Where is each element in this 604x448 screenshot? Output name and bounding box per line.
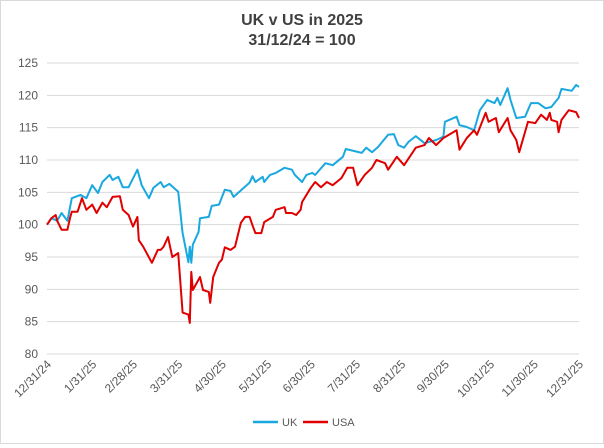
x-tick-label: 8/31/25 xyxy=(370,357,408,395)
y-tick-label: 105 xyxy=(18,185,38,199)
x-tick-label: 1/31/25 xyxy=(61,357,99,395)
chart-subtitle: 31/12/24 = 100 xyxy=(248,32,355,49)
x-tick-label: 11/30/25 xyxy=(499,357,542,400)
y-axis-ticks: 80 85 90 95 100 105 110 115 120 125 xyxy=(18,56,38,361)
legend: UK USA xyxy=(253,417,355,429)
x-tick-label: 5/31/25 xyxy=(236,357,274,395)
legend-label-uk: UK xyxy=(282,417,298,429)
x-tick-label: 2/28/25 xyxy=(102,357,140,395)
y-tick-label: 80 xyxy=(25,347,39,361)
x-tick-label: 9/30/25 xyxy=(414,357,452,395)
y-tick-label: 115 xyxy=(19,121,38,135)
chart-title: UK v US in 2025 xyxy=(241,12,363,29)
x-tick-label: 3/31/25 xyxy=(147,357,185,395)
y-tick-label: 90 xyxy=(25,282,39,296)
x-tick-label: 4/30/25 xyxy=(191,357,229,395)
y-tick-label: 100 xyxy=(18,218,38,232)
x-tick-label: 12/31/24 xyxy=(11,357,54,400)
y-tick-label: 125 xyxy=(18,56,38,70)
series-lines xyxy=(46,84,580,324)
x-axis-ticks: 12/31/24 1/31/25 2/28/25 3/31/25 4/30/25 5/31… xyxy=(11,357,586,400)
x-tick-label: 12/31/25 xyxy=(543,357,586,400)
y-tick-label: 85 xyxy=(25,315,39,329)
y-tick-label: 95 xyxy=(25,250,39,264)
gridlines xyxy=(47,62,579,355)
x-tick-label: 6/30/25 xyxy=(280,357,318,395)
series-line-usa xyxy=(46,109,580,324)
x-tick-label: 10/31/25 xyxy=(454,357,497,400)
y-tick-label: 120 xyxy=(18,88,38,102)
x-tick-label: 7/31/25 xyxy=(325,357,363,395)
series-line-uk xyxy=(46,84,580,264)
y-tick-label: 110 xyxy=(19,153,38,167)
legend-label-usa: USA xyxy=(332,417,355,429)
